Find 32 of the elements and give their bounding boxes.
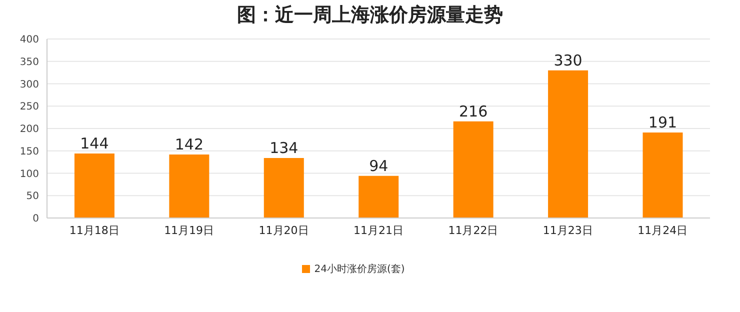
y-tick-label: 150 [20,146,39,158]
bar [453,121,494,218]
y-tick-label: 200 [20,124,39,136]
bar [642,132,683,218]
y-tick-label: 350 [20,56,39,68]
x-tick-label: 11月19日 [164,224,214,237]
data-label: 330 [554,51,582,70]
bar [264,158,304,218]
chart-title: 图：近一周上海涨价房源量走势 [236,3,504,28]
legend-label: 24小时涨价房源(套) [314,264,405,275]
y-tick-label: 300 [20,79,39,90]
y-tick-label: 400 [20,34,39,46]
data-label: 94 [369,156,388,175]
x-tick-label: 11月21日 [354,224,404,237]
data-label: 144 [80,134,109,153]
x-tick-label: 11月22日 [448,224,498,237]
y-tick-label: 100 [20,168,39,180]
data-label: 142 [174,135,204,154]
data-label: 191 [648,114,678,132]
x-tick-label: 11月24日 [638,224,688,237]
x-tick-label: 11月20日 [258,224,309,237]
bar [358,176,399,218]
y-tick-label: 0 [32,214,39,225]
bar [169,154,210,218]
y-tick-label: 250 [20,102,39,113]
data-label: 134 [270,139,298,158]
y-tick-label: 50 [26,191,39,202]
data-label: 216 [459,102,488,120]
x-tick-label: 11月23日 [542,224,593,237]
bar [548,70,588,218]
bar [74,154,114,218]
x-tick-label: 11月18日 [69,224,120,237]
